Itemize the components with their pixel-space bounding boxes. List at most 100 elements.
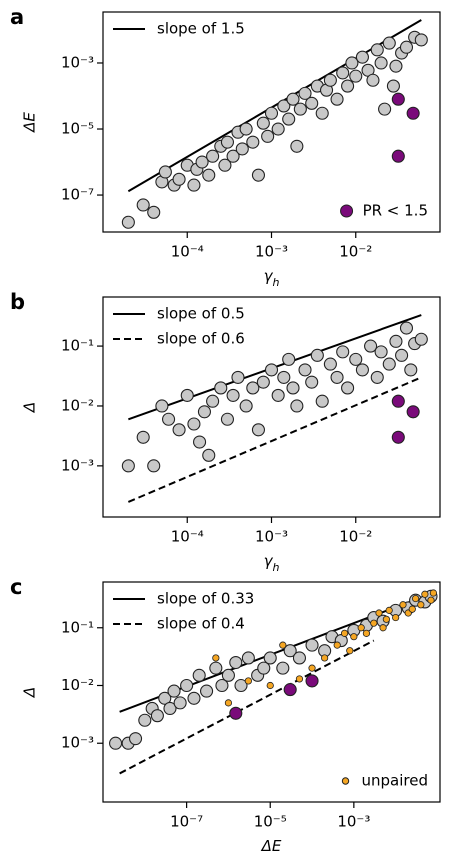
point bbox=[172, 423, 186, 437]
x-axis-label: γh bbox=[264, 552, 280, 574]
point bbox=[180, 388, 194, 402]
point bbox=[412, 594, 420, 603]
point bbox=[226, 149, 240, 163]
point bbox=[346, 647, 354, 655]
legend-marker bbox=[340, 204, 354, 218]
point bbox=[385, 606, 393, 614]
point bbox=[350, 633, 358, 641]
plot-area bbox=[109, 589, 438, 775]
point bbox=[162, 412, 176, 426]
x-axis-label-part: ΔE bbox=[261, 837, 282, 855]
legend-label: PR < 1.5 bbox=[363, 202, 428, 220]
point bbox=[283, 683, 297, 697]
point bbox=[391, 149, 405, 163]
legend-label: slope of 0.6 bbox=[157, 330, 245, 348]
point bbox=[246, 135, 260, 149]
point bbox=[215, 678, 229, 693]
point bbox=[155, 399, 169, 413]
point bbox=[321, 654, 329, 662]
point bbox=[290, 399, 304, 413]
point bbox=[286, 92, 300, 106]
point bbox=[202, 168, 216, 182]
legend-label: slope of 0.4 bbox=[157, 615, 245, 633]
point bbox=[136, 430, 150, 444]
point bbox=[226, 388, 240, 402]
y-axis-label: Δ bbox=[21, 402, 39, 413]
y-tick-label: 10⁻³ bbox=[61, 53, 94, 71]
panel: a 10⁻⁴ 10⁻³ 10⁻² 10⁻⁷ 10⁻⁵ 10⁻³ γh ΔE slope of 1.… bbox=[10, 5, 441, 289]
point bbox=[414, 332, 428, 346]
point bbox=[244, 677, 252, 685]
point bbox=[370, 619, 378, 627]
point bbox=[251, 168, 265, 182]
slope-line bbox=[119, 639, 375, 775]
point bbox=[336, 345, 350, 359]
point bbox=[256, 116, 270, 130]
point bbox=[292, 651, 307, 665]
point bbox=[206, 149, 220, 163]
point bbox=[389, 59, 403, 73]
x-tick-label: 10⁻⁴ bbox=[171, 243, 204, 261]
point bbox=[121, 459, 135, 473]
point bbox=[382, 357, 396, 371]
legend-label: slope of 0.33 bbox=[157, 590, 254, 608]
y-tick-label: 10⁻⁵ bbox=[61, 120, 94, 138]
point bbox=[212, 654, 220, 662]
point bbox=[261, 129, 275, 143]
point bbox=[336, 66, 350, 80]
y-axis-label: ΔE bbox=[21, 112, 39, 133]
x-axis-label-part: h bbox=[272, 276, 279, 289]
point bbox=[382, 36, 396, 50]
y-tick-label: 10⁻³ bbox=[61, 456, 94, 474]
point bbox=[158, 691, 172, 705]
point bbox=[202, 448, 216, 462]
x-axis-label-part: h bbox=[272, 561, 279, 574]
point bbox=[256, 375, 270, 389]
point bbox=[277, 99, 291, 113]
point bbox=[220, 135, 234, 149]
plot-area bbox=[121, 19, 428, 229]
point bbox=[264, 363, 279, 377]
x-tick-label: 10⁻³ bbox=[337, 813, 370, 831]
point bbox=[399, 321, 414, 335]
point bbox=[218, 158, 232, 172]
x-axis-label-part: γ bbox=[264, 552, 274, 570]
point bbox=[308, 664, 316, 672]
point bbox=[386, 79, 400, 93]
point bbox=[197, 405, 211, 419]
point bbox=[375, 609, 383, 617]
point bbox=[341, 79, 355, 93]
point bbox=[235, 142, 249, 156]
point bbox=[399, 601, 407, 609]
point bbox=[282, 112, 296, 126]
point bbox=[172, 172, 186, 186]
x-tick-label: 10⁻⁷ bbox=[170, 813, 203, 831]
point bbox=[378, 102, 392, 116]
plot-area bbox=[121, 314, 428, 503]
point bbox=[224, 699, 233, 707]
slope-line bbox=[127, 376, 422, 503]
point bbox=[421, 590, 429, 598]
point bbox=[167, 684, 181, 698]
point bbox=[395, 348, 409, 362]
point bbox=[193, 435, 207, 449]
point bbox=[251, 423, 265, 437]
point bbox=[417, 601, 425, 609]
point bbox=[305, 96, 319, 110]
point bbox=[229, 706, 243, 720]
point bbox=[391, 394, 405, 408]
point bbox=[295, 675, 304, 683]
point bbox=[277, 370, 291, 384]
point bbox=[379, 624, 387, 632]
point bbox=[286, 381, 300, 395]
point bbox=[370, 370, 384, 384]
y-tick-label: 10⁻¹ bbox=[61, 618, 94, 636]
y-tick-label: 10⁻¹ bbox=[61, 337, 94, 355]
point bbox=[357, 624, 365, 632]
point bbox=[429, 589, 438, 597]
point bbox=[266, 681, 274, 690]
point bbox=[136, 198, 150, 212]
y-tick-label: 10⁻² bbox=[61, 676, 94, 694]
